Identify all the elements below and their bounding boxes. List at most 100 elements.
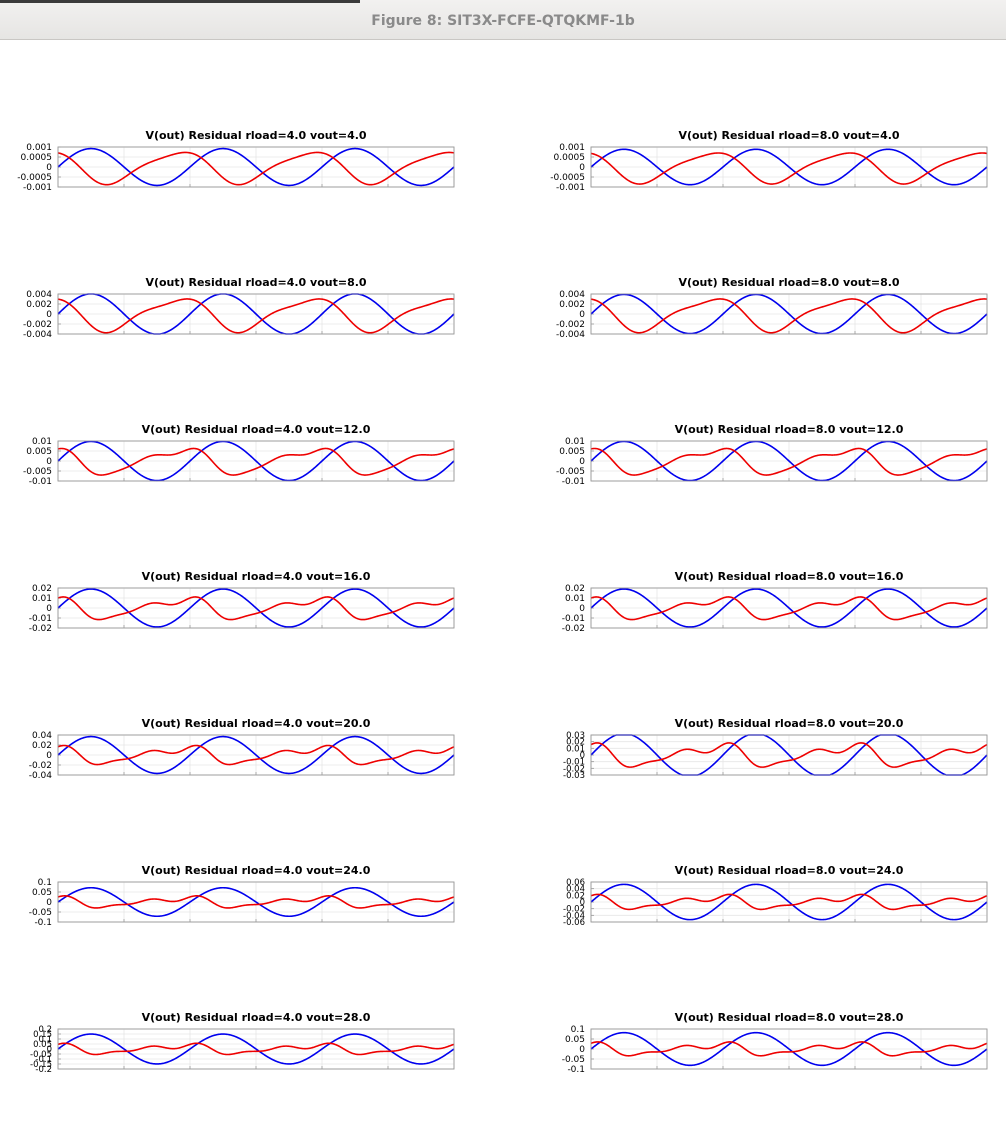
y-tick-label: 0: [579, 1045, 585, 1055]
series-line-blue: [57, 293, 455, 335]
y-tick-label: 0: [580, 898, 585, 908]
y-tick-label: -0.1: [35, 1055, 52, 1065]
y-tick-label: -0.04: [29, 771, 53, 781]
subplot-title: V(out) Residual rload=8.0 vout=20.0: [675, 717, 904, 730]
y-tick-label: 0: [579, 604, 585, 614]
y-tick-label: -0.001: [556, 183, 585, 193]
series-line-red: [57, 1042, 455, 1056]
y-tick-label: -0.02: [562, 624, 585, 634]
y-tick-label: -0.02: [563, 764, 585, 774]
y-tick-label: -0.004: [23, 330, 52, 340]
subplot-10: V(out) Residual rload=8.0 vout=20.0 0.03 0…: [563, 717, 988, 781]
y-tick-label: 0.04: [566, 885, 585, 895]
y-tick-label: 0: [46, 163, 52, 173]
subplot-title: V(out) Residual rload=4.0 vout=24.0: [142, 864, 371, 877]
y-tick-label: 0.001: [559, 143, 585, 153]
y-tick-label: 0.01: [32, 594, 52, 604]
series-line-blue: [57, 588, 455, 628]
y-tick-label: 0.2: [38, 1025, 52, 1035]
y-tick-label: 0.002: [559, 300, 585, 310]
subplot-11: V(out) Residual rload=4.0 vout=24.0 0.10.…: [29, 864, 455, 928]
y-tick-label: 0: [580, 751, 585, 761]
plot-frame: [57, 293, 455, 335]
series-line-red: [57, 447, 455, 476]
y-tick-label: -0.1: [567, 1065, 585, 1075]
subplot-1: V(out) Residual rload=4.0 vout=4.00.0010…: [17, 129, 455, 193]
y-tick-label: -0.05: [30, 1050, 52, 1060]
subplot-6: V(out) Residual rload=8.0 vout=12.00.010…: [556, 423, 988, 487]
subplot-title: V(out) Residual rload=4.0 vout=20.0: [142, 717, 371, 730]
y-tick-label: 0.005: [26, 447, 52, 457]
y-tick-label: 0: [46, 898, 52, 908]
series-line-blue: [57, 886, 455, 918]
subplot-13: V(out) Residual rload=4.0 vout=28.00.20.…: [30, 1011, 455, 1075]
y-tick-label: 0.05: [33, 1040, 52, 1050]
plot-frame: [57, 734, 455, 776]
plot-frame: [57, 881, 455, 923]
subplot-title: V(out) Residual rload=4.0 vout=12.0: [142, 423, 371, 436]
figure-canvas: V(out) Residual rload=4.0 vout=4.00.0010…: [17, 129, 988, 1075]
plot-frame: [590, 587, 988, 629]
y-tick-label: 0: [46, 751, 52, 761]
y-tick-label: -0.1: [34, 918, 52, 928]
y-tick-label: 0.005: [559, 447, 585, 457]
y-tick-label: -0.01: [29, 614, 52, 624]
y-tick-label: -0.002: [23, 320, 52, 330]
y-tick-label: 0.05: [565, 1035, 585, 1045]
subplot-3: V(out) Residual rload=4.0 vout=8.00.0040…: [23, 276, 455, 340]
series-line-blue: [590, 883, 988, 921]
plot-frame: [590, 440, 988, 482]
y-tick-label: 0.0005: [554, 153, 586, 163]
series-line-blue: [57, 735, 455, 775]
y-tick-label: 0.004: [559, 290, 585, 300]
titlebar-strip: [0, 0, 360, 3]
plot-frame: [57, 440, 455, 482]
y-tick-label: -0.03: [563, 771, 585, 781]
subplot-7: V(out) Residual rload=4.0 vout=16.00.020…: [29, 570, 455, 634]
series-line-red: [57, 744, 455, 766]
y-tick-label: -0.001: [23, 183, 52, 193]
series-line-red: [590, 893, 988, 911]
series-line-blue: [590, 148, 988, 186]
subplot-12: V(out) Residual rload=8.0 vout=24.00.060…: [563, 864, 988, 928]
y-tick-label: 0.001: [26, 143, 52, 153]
y-tick-label: -0.02: [563, 905, 585, 915]
series-line-blue: [57, 1033, 455, 1065]
subplot-title: V(out) Residual rload=8.0 vout=4.0: [678, 129, 899, 142]
y-tick-label: -0.0005: [17, 173, 52, 183]
series-line-blue: [57, 147, 455, 187]
plot-frame: [590, 146, 988, 188]
series-line-blue: [590, 440, 988, 482]
series-line-blue: [590, 1031, 988, 1067]
y-tick-label: 0.02: [32, 741, 52, 751]
y-tick-label: -0.02: [29, 761, 52, 771]
y-tick-label: 0.03: [566, 731, 585, 741]
y-tick-label: 0: [46, 604, 52, 614]
subplot-9: V(out) Residual rload=4.0 vout=20.00.040…: [29, 717, 455, 781]
y-tick-label: 0: [579, 457, 585, 467]
plot-frame: [57, 146, 455, 188]
y-tick-label: 0: [46, 457, 52, 467]
y-tick-label: -0.05: [562, 1055, 585, 1065]
subplot-5: V(out) Residual rload=4.0 vout=12.00.010…: [23, 423, 455, 487]
y-tick-label: 0: [579, 163, 585, 173]
y-tick-label: -0.005: [23, 467, 52, 477]
series-line-red: [57, 895, 455, 909]
y-tick-label: 0.002: [26, 300, 52, 310]
plot-frame: [590, 1028, 988, 1070]
plot-frame: [57, 1028, 455, 1070]
series-line-blue: [590, 293, 988, 335]
y-tick-label: -0.02: [29, 624, 52, 634]
subplot-8: V(out) Residual rload=8.0 vout=16.00.020…: [562, 570, 988, 634]
series-line-blue: [57, 440, 455, 482]
subplot-4: V(out) Residual rload=8.0 vout=8.00.0040…: [556, 276, 988, 340]
y-tick-label: 0.04: [32, 731, 52, 741]
y-tick-label: -0.05: [29, 908, 52, 918]
y-tick-label: 0.1: [38, 878, 52, 888]
y-tick-label: 0.02: [565, 584, 585, 594]
y-tick-label: 0.02: [566, 891, 585, 901]
series-line-red: [57, 596, 455, 621]
y-tick-label: 0: [46, 310, 52, 320]
y-tick-label: 0: [47, 1045, 52, 1055]
plot-frame: [57, 587, 455, 629]
